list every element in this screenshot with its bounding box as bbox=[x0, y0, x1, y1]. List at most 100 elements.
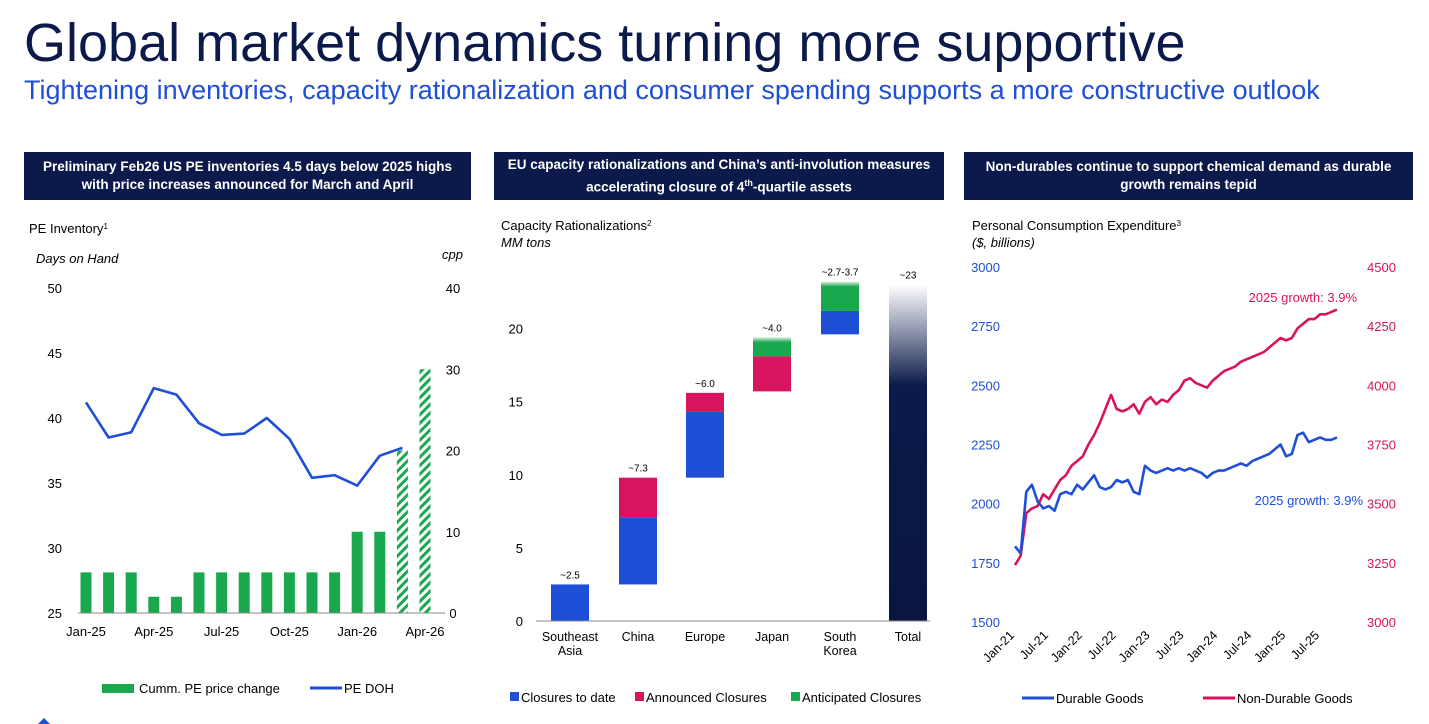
right-tick-label: 3500 bbox=[1367, 497, 1396, 512]
right-tick-label: 3750 bbox=[1367, 438, 1396, 453]
data-label: ~7.3 bbox=[628, 464, 648, 475]
price-change-bar bbox=[306, 572, 318, 613]
pe-doh-line bbox=[84, 386, 403, 487]
legend-label: Cumm. PE price change bbox=[139, 681, 280, 696]
right-tick-label: 3000 bbox=[1367, 615, 1396, 630]
price-change-bar bbox=[193, 572, 205, 613]
panel-header-capacity: EU capacity rationalizations and China’s… bbox=[494, 152, 944, 200]
chart-unit: ($, billions) bbox=[972, 235, 1035, 250]
category-label: Korea bbox=[823, 644, 856, 658]
fade-overlay bbox=[752, 336, 792, 343]
y-tick-label: 20 bbox=[509, 322, 523, 337]
left-tick-label: 2000 bbox=[971, 497, 1000, 512]
waterfall-segment bbox=[821, 310, 859, 335]
price-change-bar bbox=[261, 572, 273, 613]
y-tick-label: 0 bbox=[516, 614, 523, 629]
waterfall-segment bbox=[551, 584, 589, 621]
chart-unit: MM tons bbox=[501, 235, 551, 250]
x-tick-label: Jul-25 bbox=[204, 624, 239, 639]
left-tick-label: 3000 bbox=[971, 260, 1000, 275]
left-tick-label: 35 bbox=[48, 476, 62, 491]
left-tick-label: 40 bbox=[48, 411, 62, 426]
legend-label: Non-Durable Goods bbox=[1237, 691, 1353, 706]
panel-header-consumption: Non-durables continue to support chemica… bbox=[964, 152, 1413, 200]
left-axis-label: Days on Hand bbox=[36, 251, 119, 266]
price-change-bar bbox=[351, 531, 363, 613]
panel-header-line: EU capacity rationalizations and China’s… bbox=[507, 156, 931, 172]
waterfall-segment bbox=[686, 392, 724, 412]
price-change-bar bbox=[80, 572, 92, 613]
fade-overlay bbox=[820, 280, 860, 287]
category-label: Total bbox=[895, 630, 921, 644]
logo-mark-icon bbox=[38, 718, 50, 724]
pe-inventory-chart: PE Inventory1 Days on Hand cpp 50 45 40 35 30 25… bbox=[29, 221, 463, 696]
x-tick-label: Jul-25 bbox=[1288, 628, 1322, 662]
y-tick-label: 15 bbox=[509, 395, 523, 410]
price-change-bar bbox=[170, 596, 182, 613]
price-change-bar bbox=[148, 596, 160, 613]
waterfall-segment bbox=[619, 517, 657, 585]
right-tick-label: 4250 bbox=[1367, 319, 1396, 334]
price-change-bar bbox=[103, 572, 115, 613]
legend-swatch bbox=[791, 692, 800, 701]
legend-swatch-bar bbox=[102, 684, 134, 693]
annotation: 2025 growth: 3.9% bbox=[1255, 493, 1364, 508]
data-label: ~23 bbox=[900, 271, 917, 282]
non-durable-goods-line bbox=[1013, 308, 1338, 566]
chart-title: Personal Consumption Expenditure3 bbox=[972, 218, 1182, 233]
chart-title: Capacity Rationalizations2 bbox=[501, 218, 652, 233]
price-change-bar bbox=[216, 572, 228, 613]
x-tick-label: Apr-26 bbox=[405, 624, 444, 639]
x-tick-label: Jan-23 bbox=[1116, 628, 1153, 665]
data-label: ~2.5 bbox=[560, 570, 580, 581]
right-tick-label: 4500 bbox=[1367, 260, 1396, 275]
legend-label: Anticipated Closures bbox=[802, 690, 922, 705]
panel-header-line: growth remains tepid bbox=[1120, 177, 1257, 192]
price-change-bar bbox=[283, 572, 295, 613]
x-tick-label: Jul-21 bbox=[1017, 628, 1051, 662]
right-tick-label: 20 bbox=[446, 444, 460, 459]
right-tick-label: 30 bbox=[446, 362, 460, 377]
x-tick-label: Jul-22 bbox=[1085, 628, 1119, 662]
data-label: ~6.0 bbox=[695, 379, 715, 390]
price-change-bar bbox=[125, 572, 137, 613]
panel-header-line: with price increases announced for March… bbox=[81, 177, 414, 192]
left-tick-label: 2750 bbox=[971, 319, 1000, 334]
consumption-expenditure-chart: Personal Consumption Expenditure3 ($, bil… bbox=[971, 218, 1396, 706]
price-change-bar bbox=[238, 572, 250, 613]
x-tick-label: Jan-26 bbox=[337, 624, 377, 639]
left-tick-label: 25 bbox=[48, 606, 62, 621]
x-tick-label: Jul-23 bbox=[1153, 628, 1187, 662]
left-tick-label: 2500 bbox=[971, 378, 1000, 393]
legend-label: Durable Goods bbox=[1056, 691, 1144, 706]
title-footnote: 1 bbox=[103, 222, 108, 231]
left-tick-label: 1750 bbox=[971, 556, 1000, 571]
waterfall-segment bbox=[686, 411, 724, 478]
title-footnote: 2 bbox=[647, 219, 652, 228]
projected-bar bbox=[419, 369, 431, 613]
x-tick-label: Jan-25 bbox=[1251, 628, 1288, 665]
legend-label: PE DOH bbox=[344, 681, 394, 696]
waterfall-segment bbox=[753, 356, 791, 392]
page-title: Global market dynamics turning more supp… bbox=[24, 13, 1186, 73]
x-tick-label: Jan-21 bbox=[980, 628, 1017, 665]
right-tick-label: 10 bbox=[446, 525, 460, 540]
panel-header-line: Non-durables continue to support chemica… bbox=[985, 159, 1392, 174]
durable-goods-line bbox=[1013, 431, 1338, 555]
x-tick-label: Jan-25 bbox=[66, 624, 106, 639]
panel-header-inventory: Preliminary Feb26 US PE inventories 4.5 … bbox=[24, 152, 471, 200]
annotation: 2025 growth: 3.9% bbox=[1249, 290, 1358, 305]
category-label: Asia bbox=[558, 644, 582, 658]
y-tick-label: 5 bbox=[516, 541, 523, 556]
legend-label: Closures to date bbox=[521, 690, 616, 705]
category-label: Japan bbox=[755, 630, 789, 644]
projected-bar bbox=[396, 450, 408, 613]
category-label: Europe bbox=[685, 630, 725, 644]
waterfall-segment bbox=[619, 477, 657, 518]
price-change-bar bbox=[329, 572, 341, 613]
right-tick-label: 40 bbox=[446, 281, 460, 296]
x-tick-label: Apr-25 bbox=[134, 624, 173, 639]
x-tick-label: Oct-25 bbox=[270, 624, 309, 639]
data-label: ~4.0 bbox=[762, 323, 782, 334]
